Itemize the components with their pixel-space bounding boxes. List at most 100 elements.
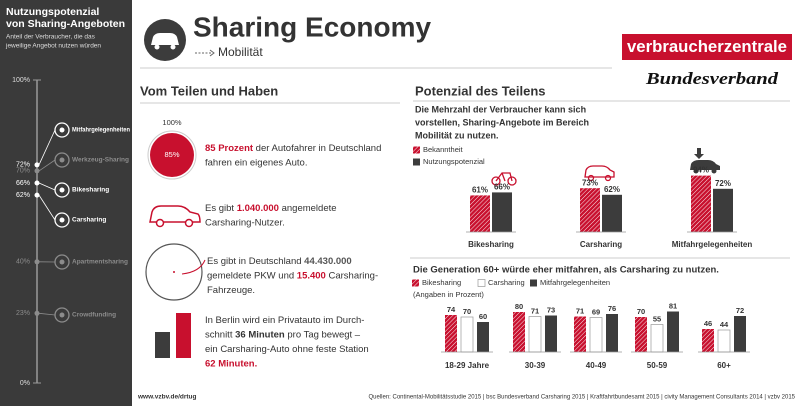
y-tick-label: 0% [20,380,30,387]
value-label: 72 [736,306,744,315]
pie-fill [150,133,194,177]
fleet-circle [145,243,203,301]
value-label: 62% [16,192,30,199]
fact-line: Es gibt 1.040.000 angemeldete [205,203,337,214]
fact-line: Carsharing-Nutzer. [205,217,285,228]
fact-run: 15.400 [297,270,326,281]
chart-title: Die Generation 60+ würde eher mitfahren,… [413,265,719,276]
fact-run: Carsharing- [326,270,378,281]
value-label: 94% [693,166,709,175]
value-label: 74 [447,305,456,314]
value-label: 44 [720,320,729,329]
dot [34,168,40,174]
bar [589,317,603,353]
x-tick-label: 60+ [717,361,731,370]
offer-icon [54,182,70,198]
fleet-arrow [181,259,206,275]
bar [445,315,457,352]
offer-label: Mitfahrgelegenheiten [72,127,130,134]
car-icon-wheel [170,44,176,50]
offer-icon-core [59,127,65,133]
offer-icon-core [59,312,65,318]
offer-icon [54,212,70,228]
fact-run: 62 Minuten. [205,358,257,369]
bar [492,192,512,232]
value-label: 76 [608,304,616,313]
logo-name: verbraucherzentrale [627,37,787,56]
logo-box [622,34,792,60]
fact-run: 36 Minuten [235,329,285,340]
connector [38,159,56,172]
offer-icon-core [59,217,65,223]
offer-label: Crowdfunding [72,312,116,319]
chart-title: Potenzial des Teilens [415,83,546,98]
value-label: 71 [576,306,584,315]
dot [34,192,40,198]
header-subtitle: Mobilität [218,45,263,59]
pie-total: 100% [162,118,182,127]
bar [667,311,679,352]
offer-label: Bikesharing [72,187,109,194]
chart-subtitle: Mobilität zu nutzen. [415,130,499,140]
offer-icon-core [59,157,65,163]
value-label: 66% [16,180,30,187]
bar [528,316,542,353]
value-label: 62% [604,185,620,194]
x-tick-label: 50-59 [647,361,668,370]
value-label: 73% [582,178,598,187]
sidebar-subtitle: Anteil der Verbraucher, die das [6,34,96,41]
car-outline-wheel [155,218,165,228]
carpool-icon [690,148,720,174]
fact-run: 1.040.000 [237,203,279,214]
bar [606,314,618,352]
legend-swatch [413,146,420,154]
offer-icon-core [59,259,65,265]
fact-run: In Berlin wird ein Privatauto im Durch- [205,315,364,326]
logo-sub: Bundesverband [645,69,779,88]
value-label: 81 [669,301,677,310]
x-tick-label: 40-49 [586,361,607,370]
offer-icon-core [59,187,65,193]
bar [691,175,711,232]
footer-url: www.vzbv.de/drtug [137,394,197,401]
offer-icon [54,122,70,138]
legend-label: Bekanntheit [423,145,464,154]
fact-run: gemeldete PKW und [207,270,297,281]
bar [477,322,489,352]
value-label: 61% [472,186,488,195]
car-icon-wheel [154,44,160,50]
facts-title: Vom Teilen und Haben [140,83,278,98]
car-outline-wheel [184,218,194,228]
value-label: 60 [479,312,487,321]
car-share-icon [584,165,615,182]
connector [38,129,56,166]
legend-label: Mitfahrgelegenheiten [540,278,610,287]
minutes-private-icon [155,332,170,358]
fact-line: schnitt 36 Minuten pro Tag bewegt – [205,329,361,340]
connector [38,312,56,316]
value-label: 66% [494,183,510,192]
legend-swatch [412,279,419,287]
header-title: Sharing Economy [193,11,431,42]
car-icon-body [151,33,179,45]
sidebar-title: Nutzungspotenzial [6,6,99,18]
sidebar-subtitle: jeweilige Angebot nutzen würden [5,43,101,50]
x-tick-label: 30-39 [525,361,546,370]
fact-line: ein Carsharing-Auto ohne feste Station [205,344,369,355]
x-tick-label: Mitfahrgelegenheiten [672,240,753,249]
offer-icon [54,152,70,168]
bar [602,194,622,232]
pie-share: 85% [164,150,179,159]
dot [34,180,40,186]
value-label: 46 [704,319,712,328]
fact-run: Es gibt [205,203,237,214]
value-label: 40% [16,259,30,266]
value-label: 72% [715,179,731,188]
fact-run: Es gibt in Deutschland [207,256,304,267]
fact-line: Es gibt in Deutschland 44.430.000 [207,256,352,267]
bar [470,195,490,232]
fact-run: Fahrzeuge. [207,285,255,296]
chart-subtitle: Die Mehrzahl der Verbraucher kann sich [415,104,586,114]
value-label: 72% [16,162,30,169]
footer-sources: Quellen: Continental-Mobilitätsstudie 20… [369,395,796,401]
